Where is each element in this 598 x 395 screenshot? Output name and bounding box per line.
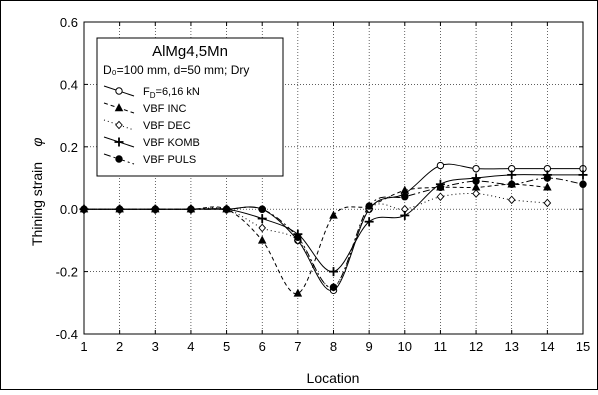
x-tick-label: 10 [398, 339, 412, 354]
data-point [115, 205, 124, 213]
legend-entry-4: VBF KOMB [103, 136, 200, 149]
x-tick-label: 14 [540, 339, 554, 354]
y-tick-label: 0.6 [60, 15, 78, 30]
legend: AlMg4,5Mn D₀=100 mm, d=50 mm; Dry FD=6,1… [96, 37, 284, 177]
data-point [543, 182, 552, 191]
data-point [543, 198, 552, 208]
x-tick-label: 3 [152, 339, 159, 354]
data-point [187, 205, 195, 213]
data-point [365, 202, 373, 210]
x-tick-label: 8 [330, 339, 337, 354]
x-tick-label: 5 [223, 339, 230, 354]
data-point [222, 205, 231, 213]
legend-entries: FD=6,16 kN VBF INC VBF DEC VBF KOMB VBF PULS [103, 85, 200, 166]
x-tick-label: 15 [576, 339, 590, 354]
legend-label: FD=6,16 kN [143, 86, 200, 100]
y-tick-label: 0.4 [60, 77, 78, 92]
y-tick-label: -0.2 [56, 265, 78, 280]
legend-entry-2: VBF INC [103, 102, 186, 115]
data-point [436, 192, 445, 201]
data-point [507, 195, 516, 205]
x-tick-label: 9 [366, 339, 373, 354]
legend-subtitle: D₀=100 mm, d=50 mm; Dry [103, 63, 249, 77]
data-point [294, 233, 302, 241]
x-tick-label: 7 [294, 339, 301, 354]
data-point [472, 189, 480, 198]
legend-entry-1: FD=6,16 kN [103, 85, 200, 100]
legend-marker [114, 137, 124, 147]
data-point [436, 161, 445, 170]
x-tick-label: 11 [434, 339, 448, 354]
legend-marker [115, 155, 123, 163]
y-axis-title: Thining strain [29, 162, 45, 246]
legend-label: VBF PULS [143, 154, 196, 166]
x-tick-label: 4 [187, 339, 194, 354]
data-point [543, 174, 552, 182]
legend-box [96, 37, 284, 177]
x-axis-title: Location [307, 370, 360, 386]
data-point [329, 267, 338, 277]
y-axis-title-group: Thining strain φ [29, 137, 45, 246]
axis-ticks [83, 21, 584, 335]
legend-marker [115, 120, 123, 130]
data-point [329, 210, 338, 219]
legend-label: VBF DEC [143, 120, 191, 132]
series-5 [80, 174, 587, 291]
legend-title: AlMg4,5Mn [152, 43, 228, 60]
axis-tick-labels: 1 2 3 4 5 6 7 8 9 10 11 12 13 14 15-0.4-0.20.00.20.40.… [56, 15, 591, 354]
data-point [258, 223, 267, 233]
y-tick-label: 0.2 [60, 140, 78, 155]
data-point [364, 217, 374, 227]
y-tick-label: -0.4 [56, 327, 78, 342]
data-point [400, 210, 410, 220]
data-point [257, 214, 267, 224]
data-point [329, 283, 338, 291]
y-axis-symbol: φ [29, 137, 45, 146]
legend-label: VBF KOMB [143, 137, 200, 149]
data-point [151, 205, 159, 213]
data-point [472, 164, 480, 173]
data-point [507, 170, 517, 180]
legend-entry-3: VBF DEC [103, 119, 191, 132]
x-tick-label: 1 [80, 339, 87, 354]
x-tick-label: 2 [116, 339, 123, 354]
data-point [401, 193, 409, 201]
legend-label: VBF INC [143, 103, 186, 115]
data-point [257, 235, 267, 244]
x-tick-label: 12 [469, 339, 483, 354]
legend-marker [114, 103, 124, 112]
data-point [258, 205, 266, 213]
x-tick-label: 13 [504, 339, 518, 354]
data-point [436, 183, 445, 192]
series-group [79, 161, 588, 297]
data-point [293, 288, 303, 297]
y-tick-label: 0.0 [60, 202, 78, 217]
data-point [472, 177, 480, 185]
legend-marker [115, 87, 123, 95]
data-point [508, 180, 516, 188]
x-tick-label: 6 [259, 339, 266, 354]
legend-entry-5: VBF PULS [103, 153, 196, 166]
